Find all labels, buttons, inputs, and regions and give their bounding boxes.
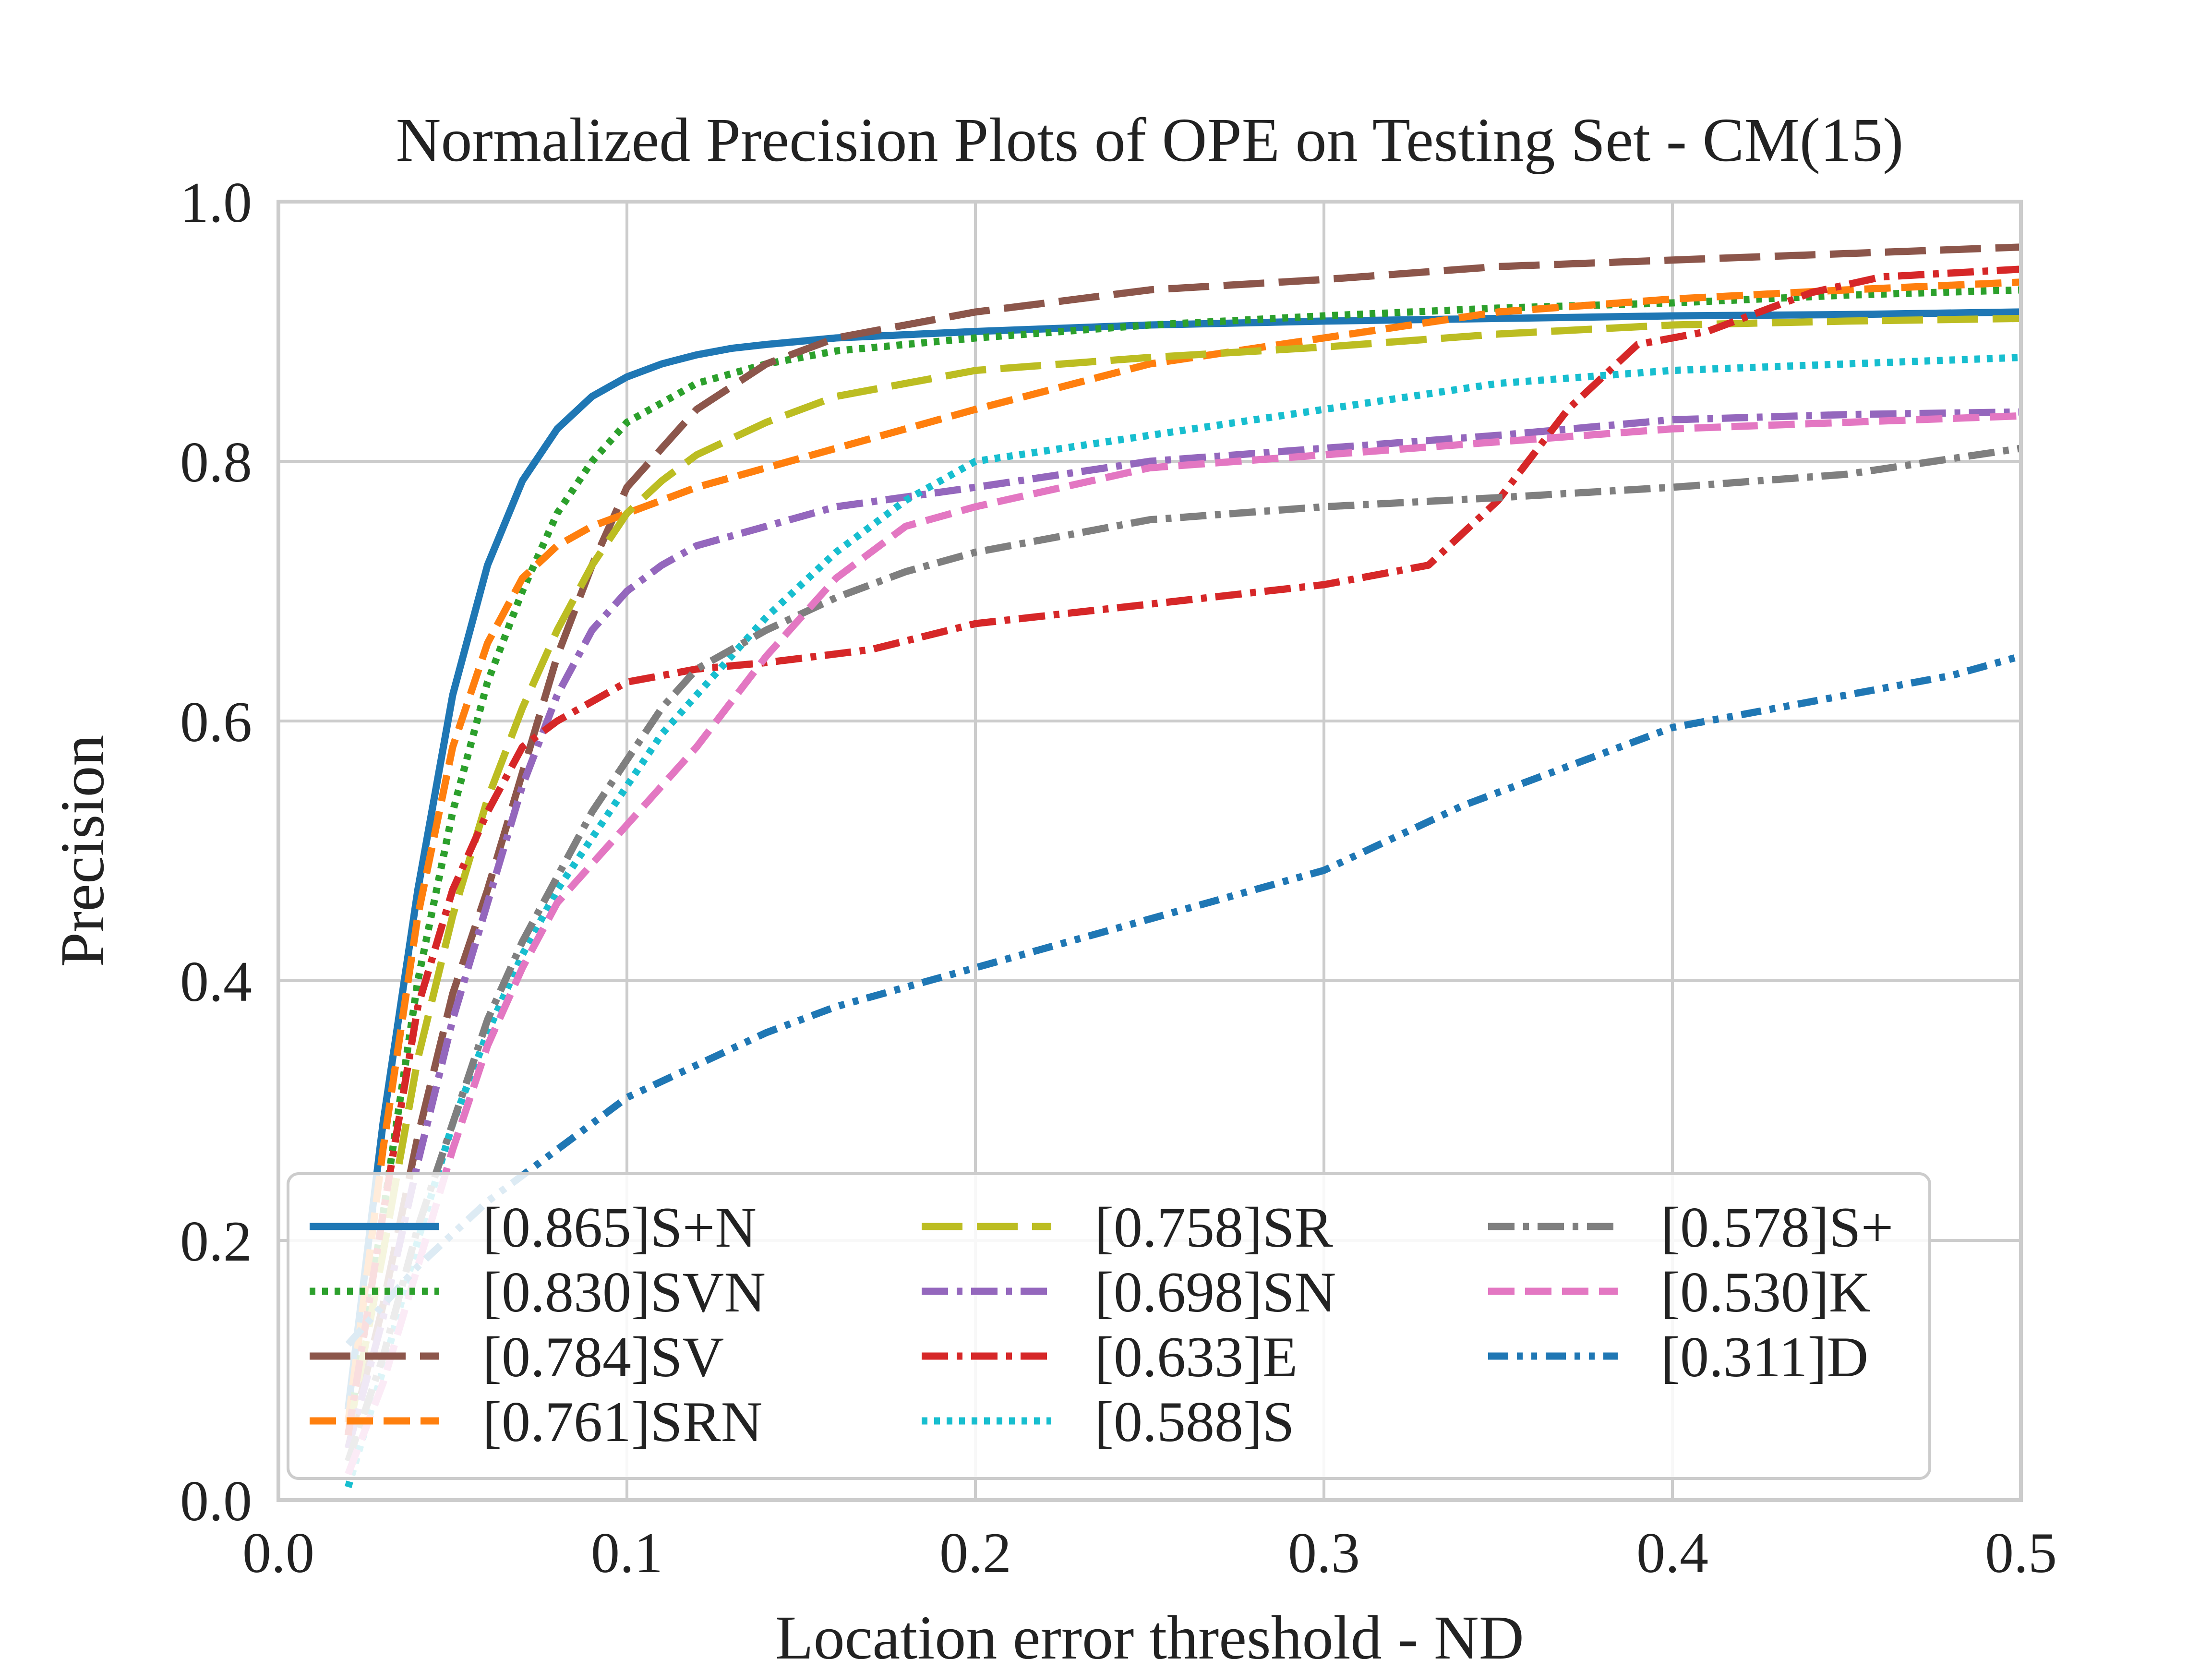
x-axis-title: Location error threshold - ND (775, 1603, 1524, 1659)
tick-labels: 0.0 0.1 0.2 0.3 0.4 0.5 0.0 0.2 0.4 0.6 0.8 1.0 (180, 170, 2057, 1585)
series-line-8 (345, 354, 2021, 1489)
series-line-6 (344, 408, 2021, 1449)
legend-label-4: [0.761]SRN (482, 1390, 762, 1454)
chart-title: Normalized Precision Plots of OPE on Tes… (396, 106, 1904, 175)
legend-label-8: [0.588]S (1094, 1390, 1295, 1454)
legend-label-7: [0.633]E (1094, 1325, 1298, 1389)
plot-frame (276, 200, 2023, 1502)
x-tick-label: 0.4 (1636, 1521, 1708, 1585)
series-layer (344, 243, 2022, 1489)
y-tick-label: 1.0 (180, 170, 252, 234)
y-tick-label: 0.0 (180, 1469, 252, 1533)
legend-label-6: [0.698]SN (1094, 1260, 1336, 1324)
y-axis-title: Precision (48, 735, 117, 967)
legend-label-9: [0.578]S+ (1661, 1195, 1893, 1259)
series-line-5 (344, 314, 2021, 1436)
x-tick-label: 0.5 (1985, 1521, 2057, 1585)
legend-label-3: [0.784]SV (482, 1325, 724, 1389)
legend-label-10: [0.530]K (1661, 1260, 1871, 1324)
x-tick-label: 0.3 (1288, 1521, 1360, 1585)
series-line-4 (344, 278, 2021, 1423)
x-tick-label: 0.2 (939, 1521, 1011, 1585)
y-tick-label: 0.2 (180, 1209, 252, 1273)
legend-box (287, 1172, 1931, 1480)
legend: [0.865]S+N[0.830]SVN[0.784]SV[0.761]SRN [… (287, 1172, 1931, 1480)
y-tick-label: 0.8 (180, 430, 252, 494)
legend-label-11: [0.311]D (1661, 1325, 1868, 1389)
series-line-3 (344, 243, 2021, 1449)
legend-label-2: [0.830]SVN (482, 1260, 766, 1324)
x-tick-label: 0.0 (242, 1521, 314, 1585)
series-line-9 (345, 445, 2022, 1463)
x-tick-label: 0.1 (591, 1521, 663, 1585)
series-line-2 (344, 286, 2021, 1436)
legend-label-1: [0.865]S+N (482, 1195, 757, 1259)
series-line-10 (345, 412, 2021, 1476)
legend-label-5: [0.758]SR (1094, 1195, 1333, 1259)
series-line-11 (345, 652, 2022, 1347)
y-tick-label: 0.6 (180, 690, 252, 754)
y-tick-label: 0.4 (180, 950, 252, 1013)
